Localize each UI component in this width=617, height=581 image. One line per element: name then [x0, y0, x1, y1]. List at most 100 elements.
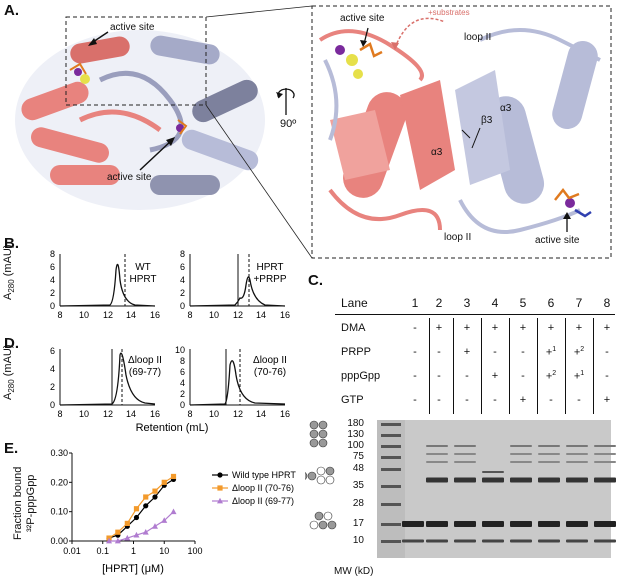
panel-letter-a: A. — [4, 2, 19, 19]
mw-marker: 100 — [347, 440, 364, 451]
b1-xtick-1: 10 — [79, 310, 89, 320]
d1-ytick-1: 2 — [50, 382, 55, 392]
row-cell: + — [463, 346, 471, 358]
row-cell: + — [575, 322, 583, 334]
d1-xtick-1: 10 — [79, 409, 89, 419]
b2-ytick-4: 8 — [180, 250, 185, 259]
e-data-point — [133, 506, 140, 512]
row-cell: + — [547, 322, 555, 334]
mw-labels: 180 130 100 75 48 35 28 17 10 — [338, 416, 368, 566]
label-active-site-top: active site — [110, 22, 155, 33]
d2-xtick-1: 10 — [209, 409, 219, 419]
row-cell: - — [577, 394, 581, 406]
lane-number: 3 — [463, 296, 471, 310]
d2-xtick-2: 12 — [233, 409, 243, 419]
d1-label-2: (69-77) — [129, 367, 161, 378]
e-legend-label: Wild type HPRT — [232, 470, 296, 480]
gel-band — [426, 453, 448, 455]
label-substrates: +substrates — [428, 8, 470, 17]
e-data-point — [161, 479, 167, 485]
row-label: DMA — [341, 322, 366, 334]
d2-xtick-0: 8 — [187, 409, 192, 419]
row-cell: + — [519, 394, 527, 406]
panel-e-chart: 0.00 0.10 0.20 0.30 0.01 0.1 1 10 100 [HPRT] (μ… — [50, 448, 296, 575]
ladder-band — [381, 523, 401, 526]
gel-band — [566, 445, 588, 447]
d2-ytick-0: 0 — [180, 400, 185, 410]
row-cell: - — [413, 322, 417, 334]
row-cell: - — [437, 346, 441, 358]
gel-band — [426, 521, 448, 527]
table-divider — [335, 314, 615, 315]
e-data-point — [106, 537, 113, 544]
label-alpha3-right: α3 — [500, 103, 512, 114]
label-active-site-zoom-bottom: active site — [535, 235, 580, 246]
b1-xtick-4: 16 — [150, 310, 160, 320]
e-legend-label: Δloop II (70-76) — [232, 483, 294, 493]
e-data-point — [161, 517, 168, 523]
gel-band — [594, 461, 616, 463]
row-cell: +1 — [573, 370, 585, 383]
d1-ytick-0: 0 — [50, 400, 55, 410]
gel-band — [426, 539, 448, 543]
gel-band — [538, 445, 560, 447]
d2-ytick-3: 6 — [180, 367, 185, 377]
e-data-point — [151, 523, 158, 529]
label-active-site-zoom-top: active site — [340, 13, 385, 24]
lane-separator — [509, 318, 510, 414]
b2-xtick-1: 10 — [209, 310, 219, 320]
gel-band — [510, 453, 532, 455]
e-legend-marker — [217, 472, 223, 478]
panel-letter-c: C. — [308, 272, 323, 289]
gel-band — [594, 477, 616, 483]
e-xtick: 1 — [131, 546, 136, 556]
gel-band — [510, 461, 532, 463]
e-ytick: 0.00 — [50, 536, 68, 546]
b1-ytick-1: 2 — [50, 288, 55, 298]
e-data-point — [152, 488, 158, 494]
b-plot-wt: 0 2 4 6 8 8 10 12 14 16 WT HPRT — [50, 250, 160, 320]
e-data-point — [133, 531, 140, 538]
b-plot-prpp: 0 2 4 6 8 8 10 12 14 16 HPRT +PRPP — [180, 250, 290, 320]
d2-ytick-1: 2 — [180, 389, 185, 399]
row-cell: - — [465, 370, 469, 382]
gel-band — [566, 477, 588, 483]
gel-band — [538, 539, 560, 543]
row-cell: - — [605, 370, 609, 382]
mw-marker: 75 — [352, 451, 364, 462]
e-data-point — [124, 520, 130, 526]
label-rotation: 90º — [280, 118, 297, 130]
gel-band — [594, 521, 616, 527]
gel-band — [510, 521, 532, 527]
b2-xtick-4: 16 — [280, 310, 290, 320]
panel-letter-b: B. — [4, 235, 19, 252]
panel-c-gel — [305, 420, 616, 558]
gel-band — [454, 477, 476, 483]
row-cell: - — [437, 370, 441, 382]
e-series-line — [108, 478, 174, 539]
d1-label-1: Δloop II — [128, 355, 162, 366]
b2-ytick-3: 6 — [180, 262, 185, 272]
gel-band — [402, 539, 424, 543]
b1-label-2: HPRT — [129, 274, 156, 285]
row-cell: + — [603, 322, 611, 334]
gel-band — [454, 445, 476, 447]
gel-band — [538, 477, 560, 483]
label-loop2-top: loop II — [464, 32, 492, 43]
lane-number: 8 — [603, 296, 611, 310]
gel-band — [510, 477, 532, 483]
b2-label-2: +PRPP — [253, 274, 286, 285]
b1-xtick-0: 8 — [57, 310, 62, 320]
row-cell: - — [549, 394, 553, 406]
ladder-band — [381, 456, 401, 459]
gel-band — [454, 521, 476, 527]
gel-band — [426, 477, 448, 483]
gel-band — [482, 539, 504, 543]
e-xticks: 0.01 0.1 1 10 100 — [63, 541, 203, 556]
row-cell: - — [493, 394, 497, 406]
b1-label-1: WT — [135, 262, 151, 273]
e-axes — [71, 453, 195, 542]
e-legend-label: Δloop II (69-77) — [232, 496, 294, 506]
ladder-band — [381, 434, 401, 437]
